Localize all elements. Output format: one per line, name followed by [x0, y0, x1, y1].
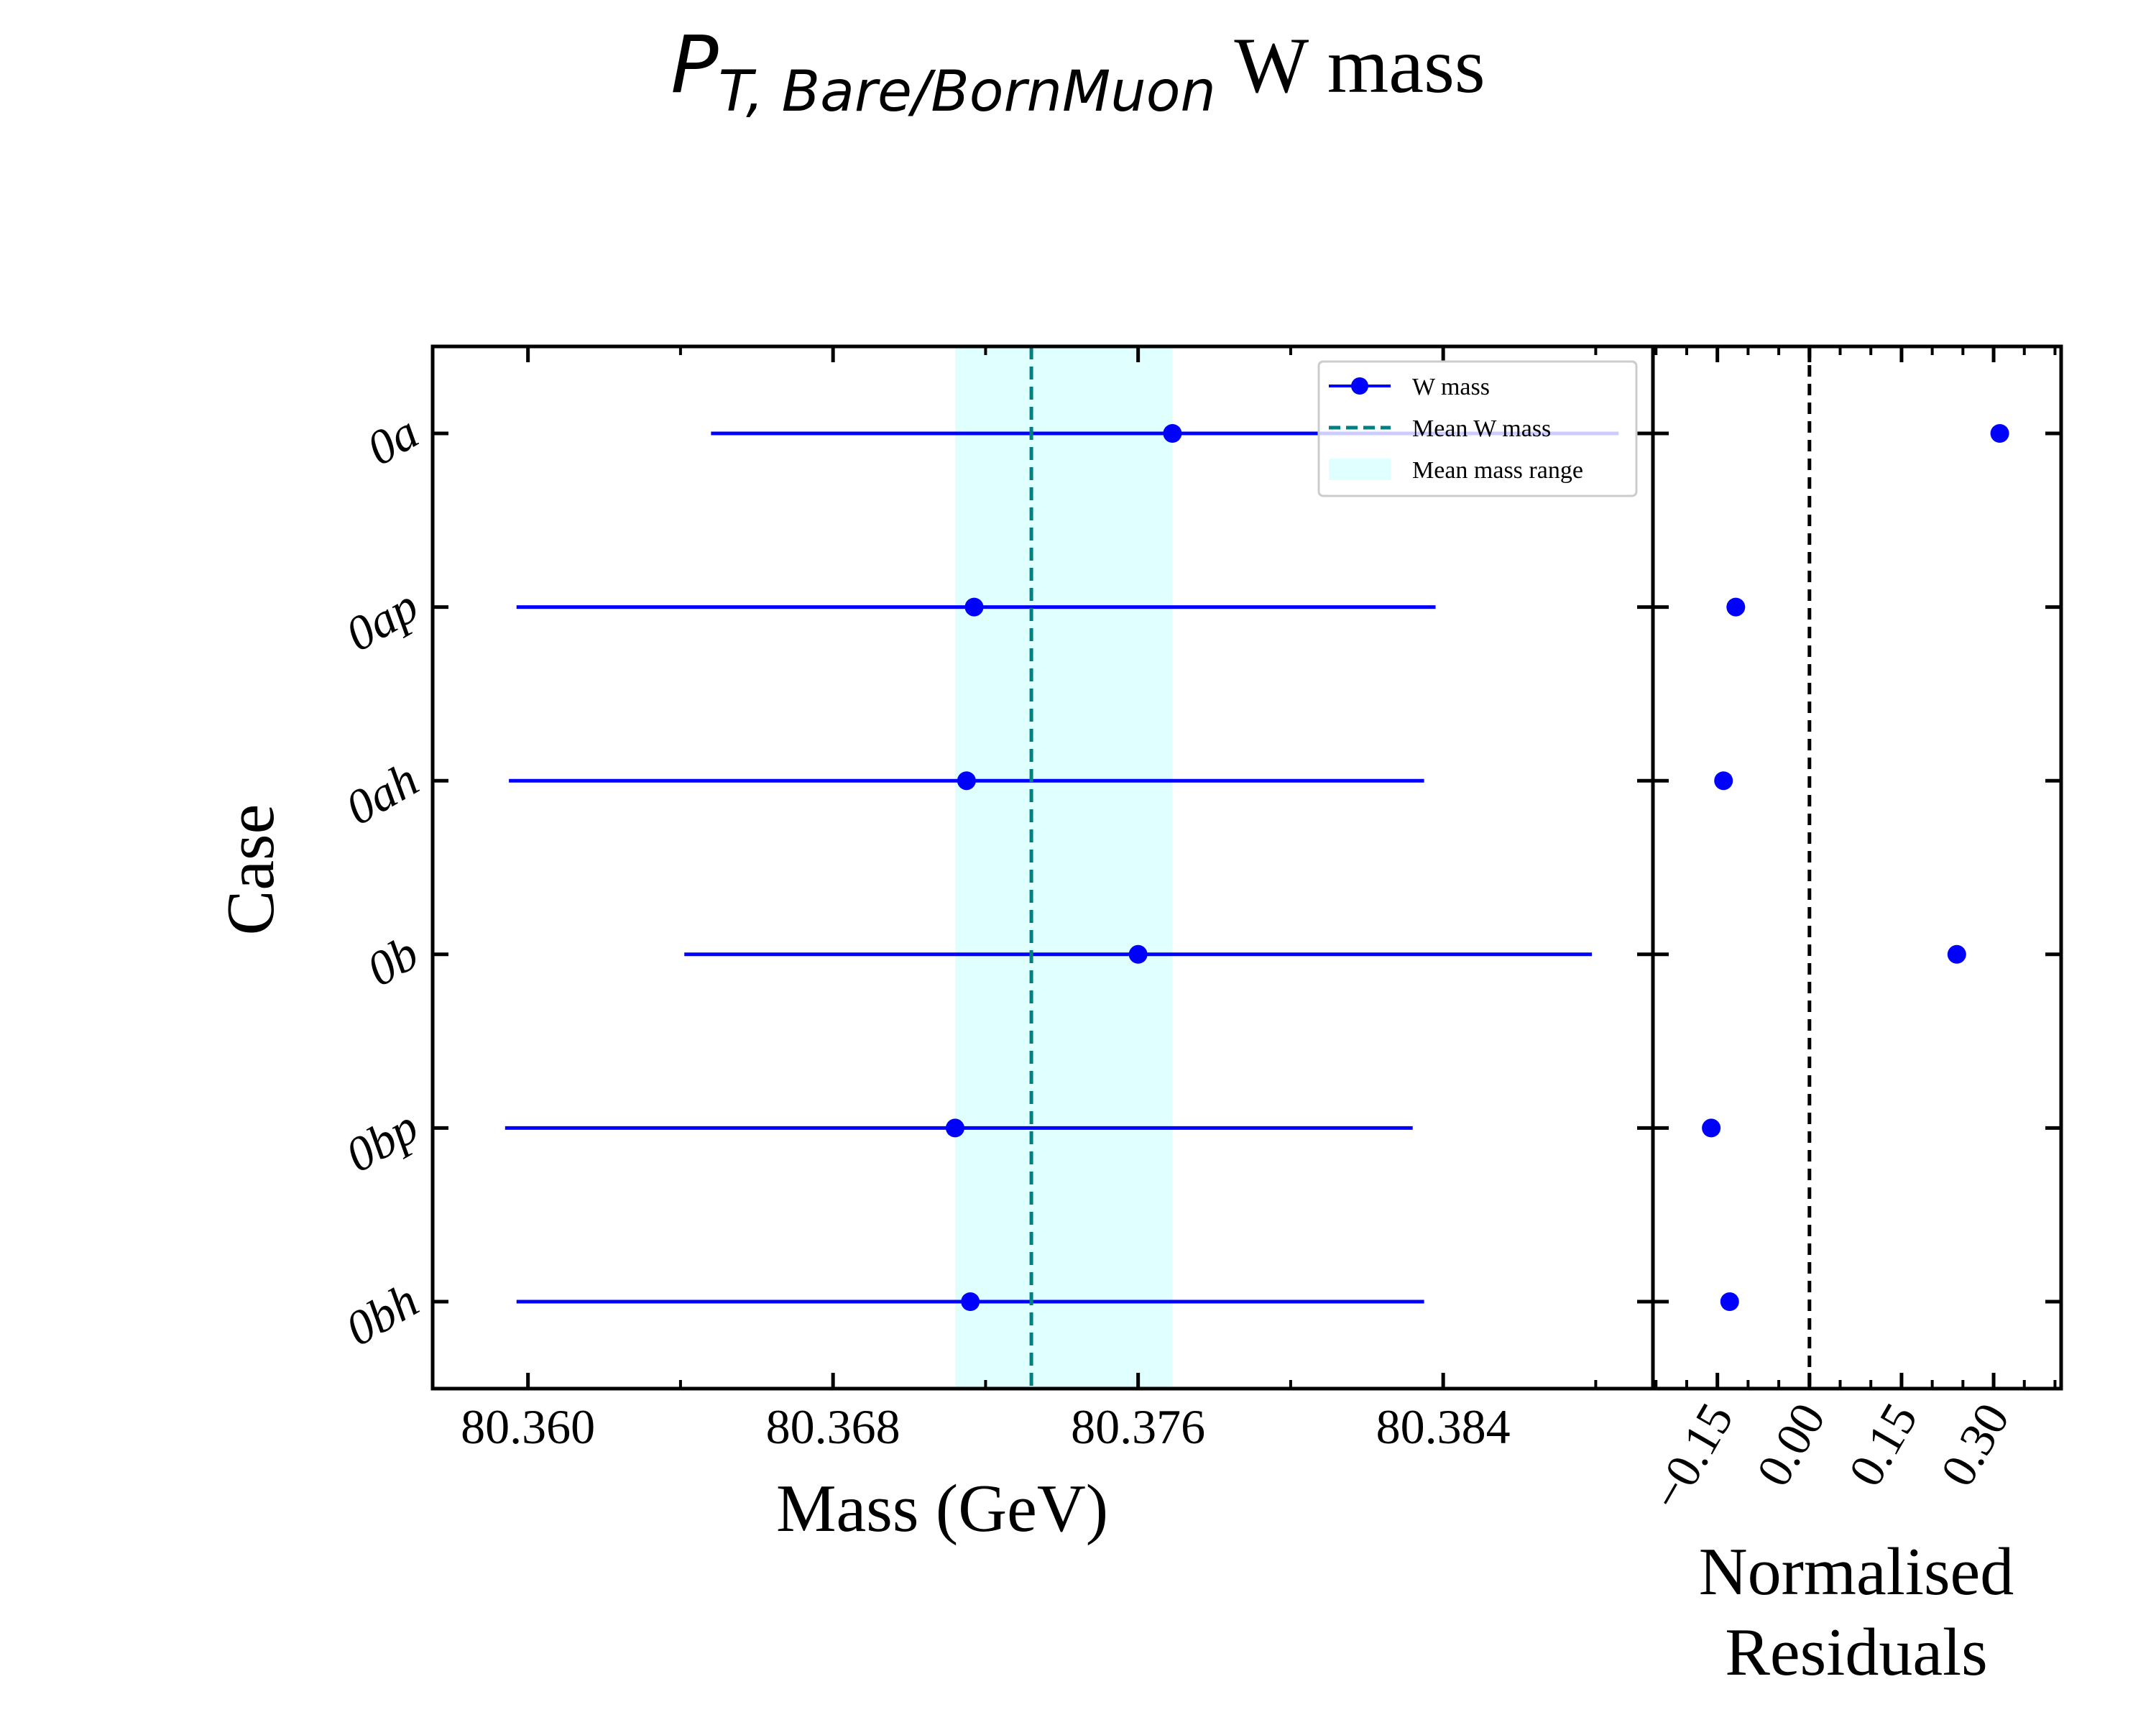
w-mass-point-0a — [1163, 424, 1182, 443]
legend-w-mass-label: W mass — [1412, 374, 1490, 400]
y-tick-label-0bh: 0bh — [336, 1272, 427, 1356]
residual-point-0bh — [1720, 1292, 1739, 1311]
legend: W mass Mean W mass Mean mass range — [1317, 360, 1638, 497]
x-tick-label-1: 80.368 — [766, 1399, 900, 1454]
legend-box — [1317, 360, 1638, 497]
legend-mean-label: Mean W mass — [1412, 415, 1551, 442]
y-tick-label-0ah: 0ah — [336, 751, 427, 835]
y-tick-label-0b: 0b — [358, 925, 428, 997]
main-plot-panel: 80.360 80.368 80.376 80.384 0a 0ap 0ah 0b 0bp 0b… — [213, 344, 1655, 1546]
x-axis-label: Mass (GeV) — [776, 1471, 1108, 1546]
residual-axis-ticks — [1653, 346, 2061, 1389]
residual-x-tick-label-3: 0.30 — [1930, 1394, 2019, 1495]
residual-plot-frame — [1651, 344, 2063, 1391]
w-mass-points — [945, 424, 1182, 1311]
residual-points — [1702, 424, 2009, 1311]
residual-point-0ap — [1726, 597, 1746, 617]
residual-x-label-line-1: Normalised — [1699, 1535, 2014, 1609]
residual-point-0b — [1947, 944, 1966, 964]
x-tick-label-2: 80.376 — [1071, 1399, 1205, 1454]
residual-point-0ah — [1714, 771, 1733, 791]
residual-x-tick-labels: −0.15 0.00 0.15 0.30 — [1640, 1394, 2020, 1519]
title-text: W mass — [1216, 22, 1485, 109]
title-subscript: T, Bare/BornMuon — [719, 60, 1216, 124]
w-mass-point-0b — [1128, 944, 1148, 964]
residual-x-tick-label-0: −0.15 — [1640, 1394, 1743, 1519]
y-tick-label-0ap: 0ap — [336, 578, 427, 662]
y-axis-label: Case — [213, 804, 288, 936]
w-mass-point-0ah — [957, 771, 976, 791]
mean-mass-range-band — [954, 346, 1173, 1389]
residual-x-tick-label-1: 0.00 — [1746, 1394, 1835, 1495]
y-tick-label-0a: 0a — [358, 404, 428, 476]
residual-x-label-line-2: Residuals — [1725, 1615, 1988, 1690]
y-tick-label-0bp: 0bp — [336, 1099, 427, 1183]
residual-point-0bp — [1702, 1118, 1721, 1138]
residuals-plot-panel: −0.15 0.00 0.15 0.30 Normalised Residuals — [1640, 344, 2063, 1690]
x-tick-label-3: 80.384 — [1376, 1399, 1511, 1454]
title-symbol: P — [671, 19, 719, 111]
legend-range-patch — [1329, 459, 1391, 480]
residual-x-tick-label-2: 0.15 — [1838, 1394, 1927, 1495]
w-mass-point-0bp — [945, 1118, 964, 1138]
x-tick-label-0: 80.360 — [461, 1399, 595, 1454]
legend-range-label: Mean mass range — [1412, 457, 1583, 484]
residual-point-0a — [1990, 424, 2009, 443]
legend-w-mass-marker — [1351, 377, 1368, 395]
y-tick-labels: 0a 0ap 0ah 0b 0bp 0bh — [336, 404, 427, 1356]
w-mass-point-0bh — [961, 1292, 980, 1311]
x-tick-labels: 80.360 80.368 80.376 80.384 — [461, 1399, 1511, 1454]
w-mass-point-0ap — [964, 597, 984, 617]
chart-title: PT, Bare/BornMuon W mass — [671, 19, 1485, 124]
